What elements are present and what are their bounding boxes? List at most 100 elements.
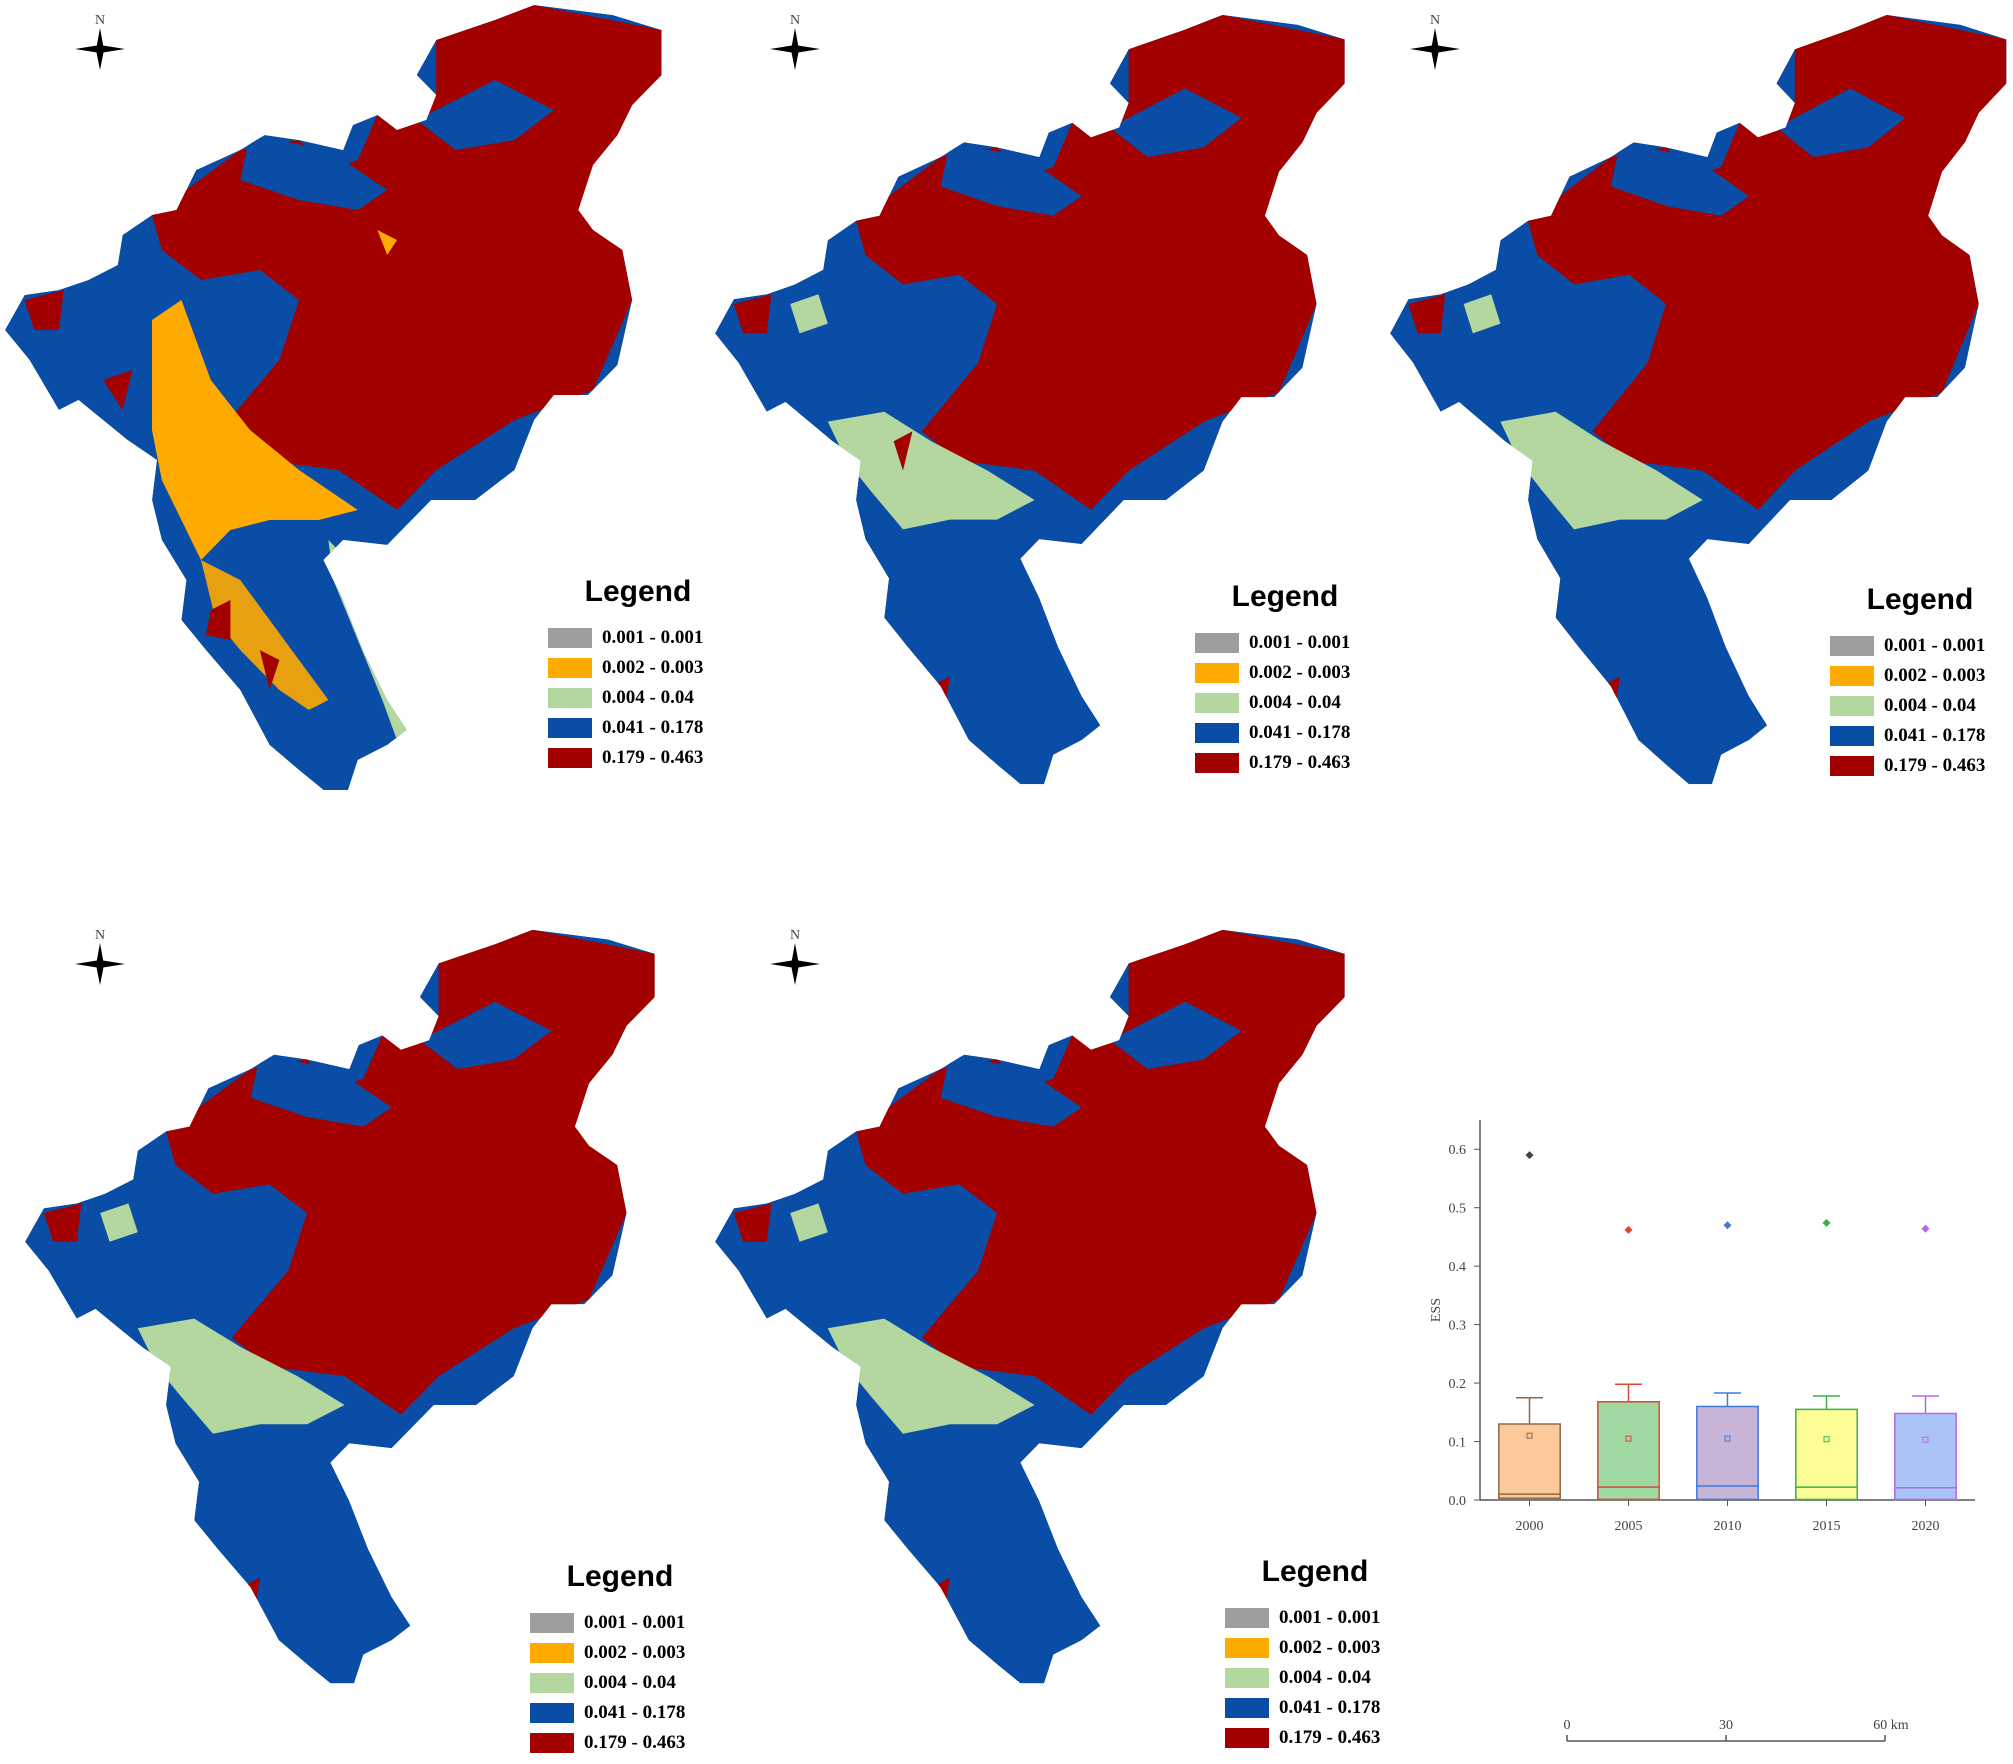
north-arrow-icon: N [770,13,820,70]
legend-swatch [1830,756,1874,776]
legend-item: 0.004 - 0.04 [530,1668,710,1698]
legend-title: Legend [566,1560,674,1593]
legend-label: 0.002 - 0.003 [584,1642,686,1663]
legend-swatch [548,658,592,678]
y-axis-label: ESS [1429,1298,1444,1322]
box-2020 [1894,1412,1957,1501]
legend-label: 0.001 - 0.001 [1279,1607,1381,1628]
compass-n-label: N [95,13,105,28]
legend-title: Legend [584,575,692,608]
legend-swatch [548,718,592,738]
box-mean [1922,1436,1929,1443]
legend-item: 0.041 - 0.178 [548,713,728,743]
legend-label: 0.002 - 0.003 [1249,662,1351,683]
legend-rows: 0.001 - 0.001 0.002 - 0.003 0.004 - 0.04 0.… [530,1608,710,1758]
box-outlier [1921,1224,1930,1233]
legend-item: 0.041 - 0.178 [1225,1693,1405,1723]
legend-rows: 0.001 - 0.001 0.002 - 0.003 0.004 - 0.04 0.… [1830,631,2010,781]
legend-swatch [530,1703,574,1723]
legend-swatch [1830,696,1874,716]
box-mean [1625,1435,1632,1442]
box-mean [1526,1432,1533,1439]
legend-swatch [1225,1728,1269,1748]
compass-n-label: N [1430,13,1440,28]
map-2000 [5,5,662,790]
legend-swatch [1225,1608,1269,1628]
legend-item: 0.001 - 0.001 [1225,1603,1405,1633]
legend-item: 0.179 - 0.463 [1830,751,2010,781]
legend-label: 0.179 - 0.463 [1884,755,1986,776]
legend-label: 0.179 - 0.463 [1249,752,1351,773]
y-tick-label: 0.3 [1449,1319,1467,1334]
legend-item: 0.004 - 0.04 [1225,1663,1405,1693]
legend-rows: 0.001 - 0.001 0.002 - 0.003 0.004 - 0.04 0.… [548,623,728,773]
legend-rows: 0.001 - 0.001 0.002 - 0.003 0.004 - 0.04 0.… [1225,1603,1405,1753]
x-tick-label: 2000 [1516,1519,1544,1534]
x-tick-label: 2020 [1912,1519,1940,1534]
legend-item: 0.179 - 0.463 [1225,1723,1405,1753]
legend-label: 0.001 - 0.001 [1249,632,1351,653]
legend-swatch [548,688,592,708]
legend-label: 0.041 - 0.178 [584,1702,686,1723]
legend-label: 0.001 - 0.001 [602,627,704,648]
legend-item: 0.041 - 0.178 [1830,721,2010,751]
legend-title: Legend [1866,583,1974,616]
legend-swatch [1225,1668,1269,1688]
legend-item: 0.179 - 0.463 [530,1728,710,1758]
legend-label: 0.041 - 0.178 [602,717,704,738]
legend-item: 0.041 - 0.178 [530,1698,710,1728]
legend: Legend 0.001 - 0.001 0.002 - 0.003 0.004 -… [1195,580,1375,778]
legend-swatch [1195,723,1239,743]
y-tick-label: 0.0 [1449,1494,1467,1509]
box-mean [1724,1435,1731,1442]
legend-label: 0.179 - 0.463 [584,1732,686,1753]
map-2005 [715,14,1345,785]
box-2005 [1597,1401,1660,1501]
north-arrow-icon: N [75,928,125,985]
legend: Legend 0.001 - 0.001 0.002 - 0.003 0.004 -… [530,1560,710,1758]
map-2015 [25,929,655,1684]
legend-label: 0.004 - 0.04 [1279,1667,1371,1688]
box-outlier [1624,1225,1633,1234]
compass-n-label: N [790,13,800,28]
legend-item: 0.002 - 0.003 [1830,661,2010,691]
legend-label: 0.002 - 0.003 [602,657,704,678]
legend-item: 0.041 - 0.178 [1195,718,1375,748]
legend-swatch [548,628,592,648]
legend-label: 0.041 - 0.178 [1884,725,1986,746]
legend-item: 0.001 - 0.001 [1195,628,1375,658]
scale-tick-0: 0 [1564,1718,1571,1733]
box-plot-chart: 0.0 0.1 0.2 0.3 0.4 0.5 0.6 ESS 2000 2005 2010 2015… [1429,1120,1975,1534]
legend-rows: 0.001 - 0.001 0.002 - 0.003 0.004 - 0.04 0.… [1195,628,1375,778]
legend: Legend 0.001 - 0.001 0.002 - 0.003 0.004 -… [548,575,728,773]
legend-swatch [1195,753,1239,773]
legend-swatch [1195,693,1239,713]
legend-item: 0.004 - 0.04 [1830,691,2010,721]
x-tick-label: 2010 [1714,1519,1742,1534]
box-2000 [1498,1423,1561,1499]
compass-n-label: N [95,928,105,943]
legend-label: 0.004 - 0.04 [1884,695,1976,716]
y-tick-label: 0.5 [1449,1202,1467,1217]
legend-item: 0.002 - 0.003 [530,1638,710,1668]
legend-item: 0.001 - 0.001 [1830,631,2010,661]
legend-label: 0.041 - 0.178 [1249,722,1351,743]
box-2010 [1696,1405,1759,1501]
legend-label: 0.004 - 0.04 [602,687,694,708]
legend-label: 0.002 - 0.003 [1279,1637,1381,1658]
box-outlier [1822,1218,1831,1227]
legend-item: 0.179 - 0.463 [548,743,728,773]
legend-label: 0.001 - 0.001 [584,1612,686,1633]
legend-swatch [530,1733,574,1753]
legend-swatch [530,1643,574,1663]
map-2010 [1390,14,2007,785]
legend-item: 0.001 - 0.001 [548,623,728,653]
legend-swatch [548,748,592,768]
legend-label: 0.179 - 0.463 [1279,1727,1381,1748]
box-outlier [1723,1221,1732,1230]
legend-item: 0.002 - 0.003 [1225,1633,1405,1663]
map-2020 [715,929,1345,1684]
legend-swatch [530,1673,574,1693]
legend-swatch [1195,633,1239,653]
legend-item: 0.179 - 0.463 [1195,748,1375,778]
